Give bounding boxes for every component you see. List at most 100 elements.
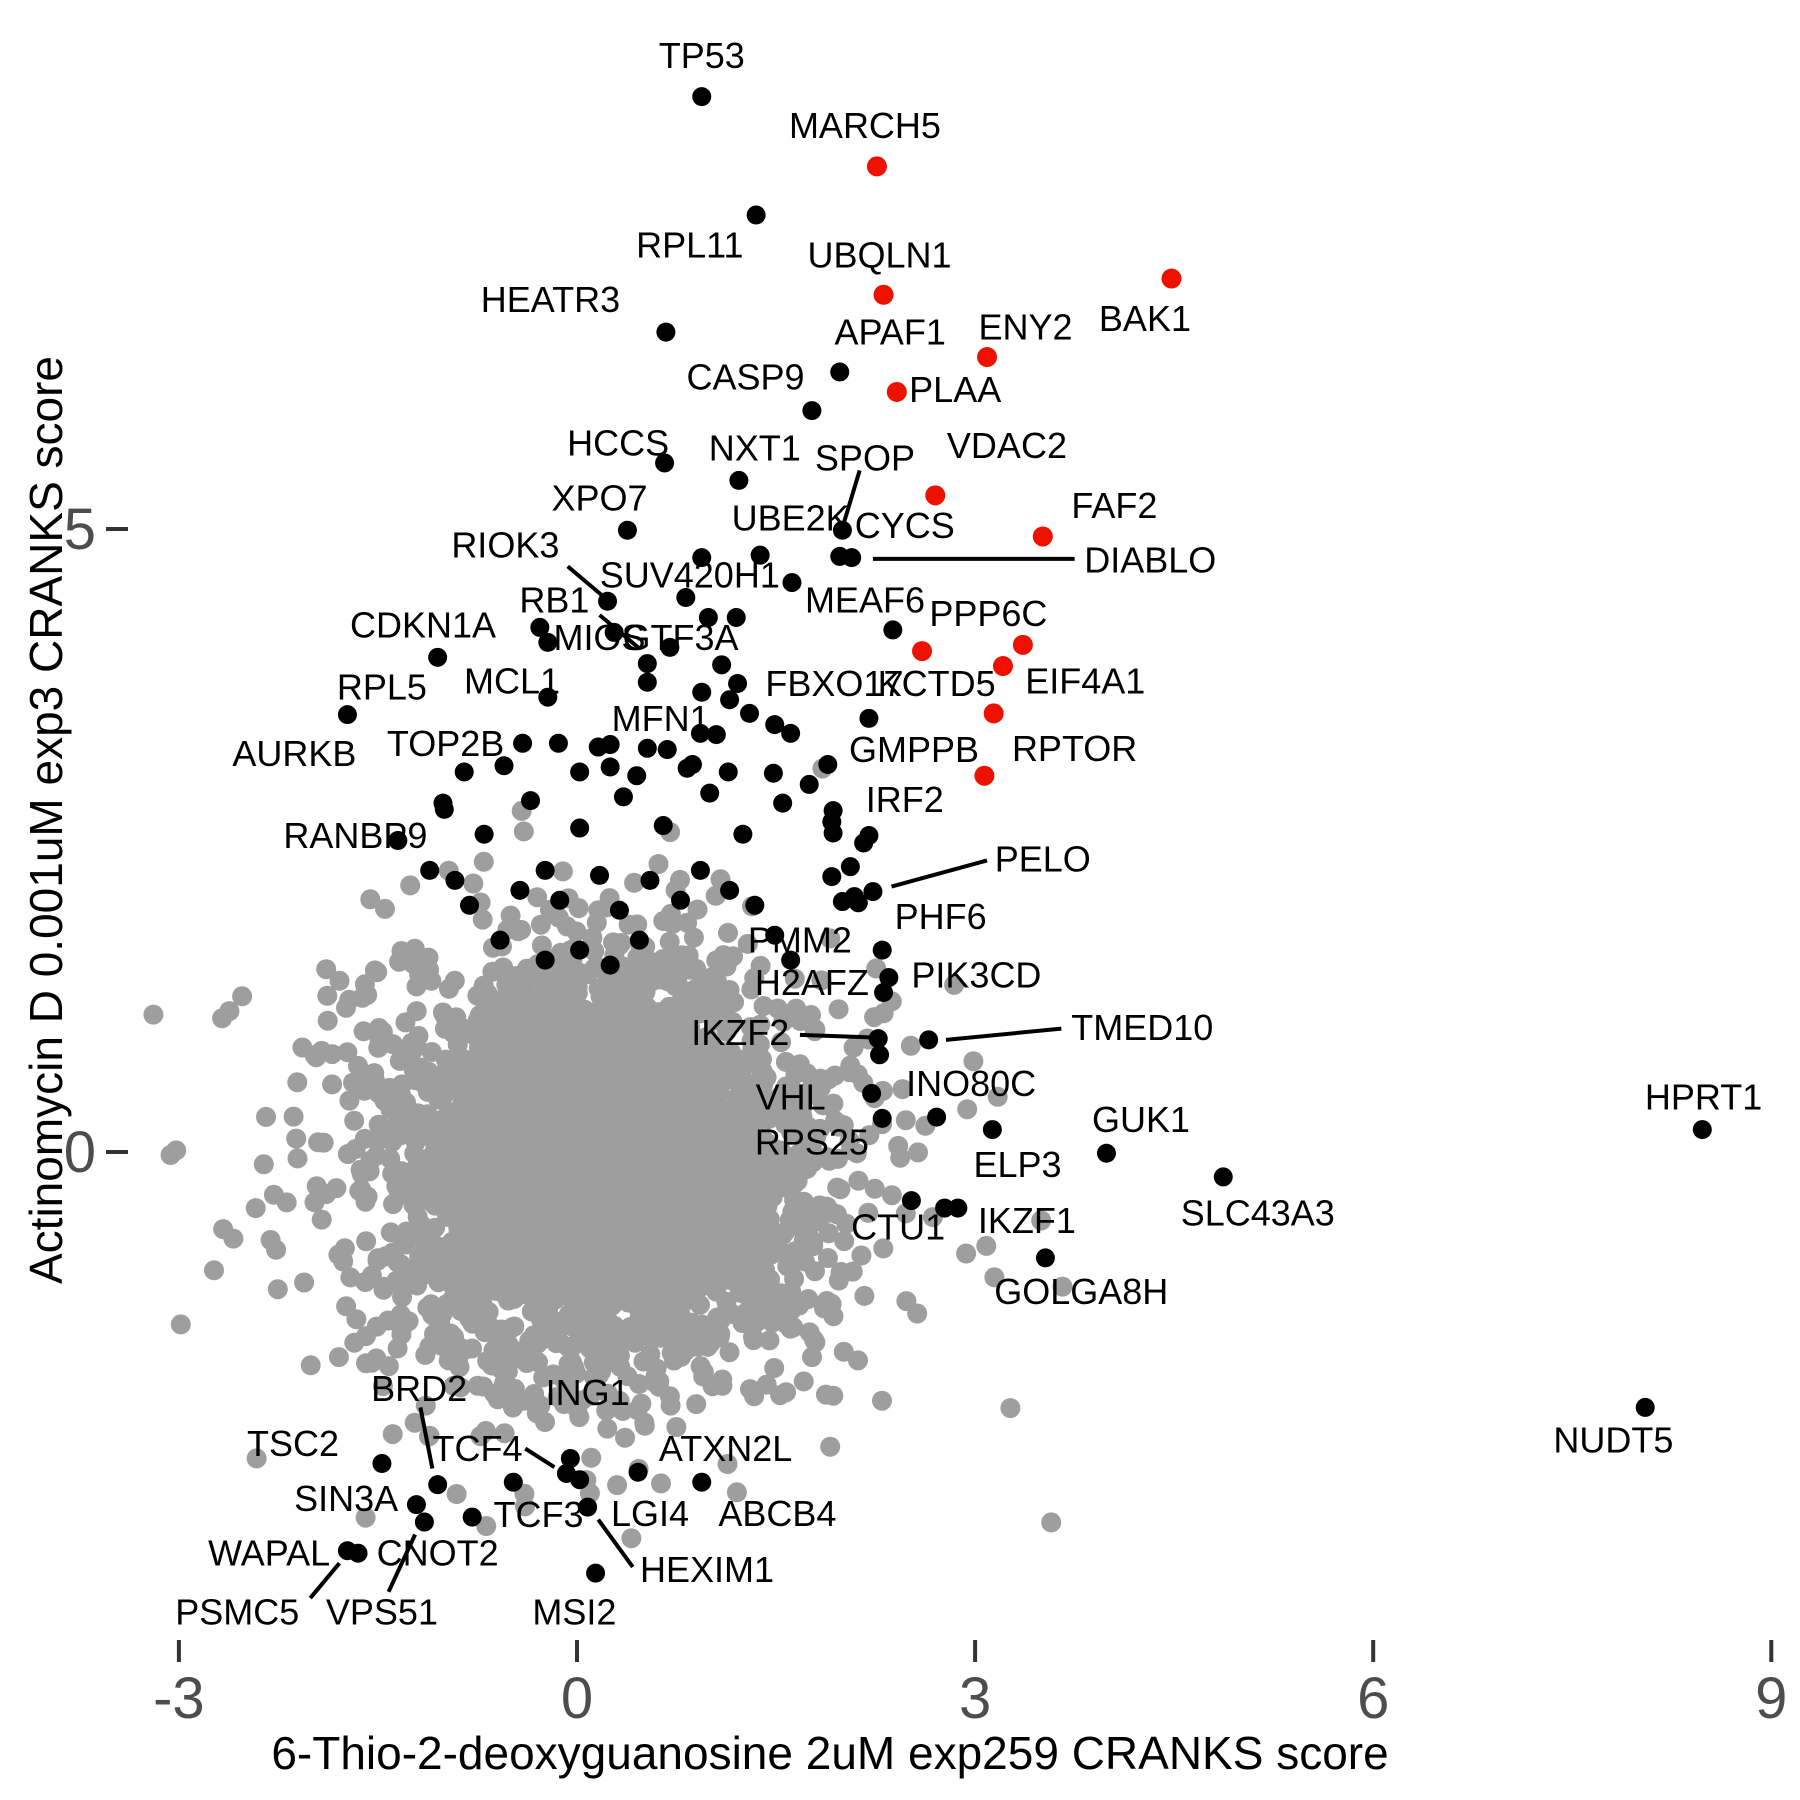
point-NXT1 xyxy=(729,470,749,490)
black-point xyxy=(474,824,494,844)
gray-point xyxy=(364,960,385,981)
gray-point xyxy=(454,1271,475,1292)
black-point xyxy=(773,793,793,813)
gray-point xyxy=(599,1065,620,1086)
gray-point xyxy=(676,981,697,1002)
gray-point xyxy=(801,1122,821,1143)
black-point xyxy=(460,895,480,915)
black-point xyxy=(822,867,842,887)
gray-point xyxy=(620,1073,641,1094)
gray-point xyxy=(212,1008,233,1029)
point-PPP6C xyxy=(1012,634,1033,655)
gray-point xyxy=(287,1072,308,1093)
gray-point xyxy=(779,1112,800,1133)
gray-point xyxy=(462,1313,483,1334)
gray-point xyxy=(535,1412,555,1432)
gray-point xyxy=(506,1029,527,1050)
gray-point xyxy=(223,1228,244,1249)
gray-point xyxy=(463,873,484,894)
gene-label-GOLGA8H: GOLGA8H xyxy=(994,1271,1168,1312)
gray-point xyxy=(701,967,722,988)
gray-point xyxy=(427,1327,448,1348)
gray-point xyxy=(683,927,704,948)
gray-point xyxy=(608,1110,629,1131)
gray-point xyxy=(559,1022,580,1043)
gray-point xyxy=(846,1143,867,1164)
gray-point xyxy=(355,1507,376,1528)
gray-point xyxy=(554,1188,575,1209)
gene-label-CASP9: CASP9 xyxy=(686,356,804,397)
black-point xyxy=(640,870,660,890)
gray-point xyxy=(473,851,494,872)
gray-point xyxy=(485,1280,506,1301)
gray-point xyxy=(634,962,655,983)
gray-point xyxy=(653,1240,674,1261)
gray-point xyxy=(511,919,532,940)
gray-point xyxy=(599,1257,620,1278)
gray-point xyxy=(695,1037,716,1058)
gray-point xyxy=(515,1496,535,1517)
gene-label-TMED10: TMED10 xyxy=(1071,1007,1213,1048)
gray-point xyxy=(627,914,648,935)
gray-point xyxy=(745,1054,766,1074)
black-point xyxy=(454,762,474,782)
gray-point xyxy=(552,861,573,882)
gray-point xyxy=(478,1193,499,1213)
gray-point xyxy=(372,1376,393,1397)
point-ING1 xyxy=(556,1463,576,1483)
gray-point xyxy=(477,1351,498,1371)
gray-point xyxy=(344,1110,365,1131)
gray-point xyxy=(304,1192,325,1213)
gray-point xyxy=(833,1115,854,1136)
gene-label-NUDT5: NUDT5 xyxy=(1553,1419,1673,1460)
gray-point xyxy=(494,1423,515,1444)
gray-point xyxy=(532,1123,553,1144)
point-SUV420H1 xyxy=(692,548,712,568)
gray-point xyxy=(406,1001,427,1022)
leader-line xyxy=(598,613,640,649)
leader-line xyxy=(945,1026,1062,1042)
gray-point xyxy=(744,1386,765,1407)
gray-point xyxy=(419,1191,440,1212)
gray-point xyxy=(647,1213,668,1234)
gray-point xyxy=(734,1246,755,1267)
gray-point xyxy=(675,1341,696,1362)
gray-point xyxy=(635,1250,656,1271)
gray-point xyxy=(718,922,738,943)
gray-point xyxy=(473,1074,494,1095)
gene-label-RIOK3: RIOK3 xyxy=(451,525,559,566)
gray-point xyxy=(497,1320,518,1341)
gray-point xyxy=(598,1383,618,1404)
gray-point xyxy=(599,997,620,1018)
gray-point xyxy=(408,1025,429,1046)
gray-point xyxy=(771,1140,792,1161)
gray-point xyxy=(545,985,566,1005)
gray-point xyxy=(276,1192,297,1213)
x-tick-label: 3 xyxy=(959,1666,991,1731)
point-TCF4 xyxy=(560,1449,580,1469)
gray-point xyxy=(756,1374,777,1395)
gray-point xyxy=(744,968,765,989)
gray-point xyxy=(721,1148,742,1169)
gray-point xyxy=(769,1159,790,1180)
gray-point xyxy=(888,1135,909,1156)
black-point xyxy=(521,791,541,811)
gray-point xyxy=(660,1395,681,1416)
gray-point xyxy=(539,1288,560,1309)
gray-point xyxy=(987,1086,1008,1107)
gene-label-RPL11: RPL11 xyxy=(636,224,743,265)
point-RANBP9 xyxy=(433,793,453,813)
gray-point xyxy=(584,941,605,962)
gene-label-UBQLN1: UBQLN1 xyxy=(808,234,952,275)
gray-point xyxy=(412,1066,432,1087)
gray-point xyxy=(562,990,583,1010)
gray-point xyxy=(794,1251,815,1272)
gray-point xyxy=(306,1176,327,1197)
gene-label-ATXN2L: ATXN2L xyxy=(659,1428,792,1469)
gray-point xyxy=(574,1034,595,1055)
gene-label-SUV420H1: SUV420H1 xyxy=(600,555,780,596)
gray-point xyxy=(437,1115,458,1136)
gray-point xyxy=(610,1356,631,1377)
